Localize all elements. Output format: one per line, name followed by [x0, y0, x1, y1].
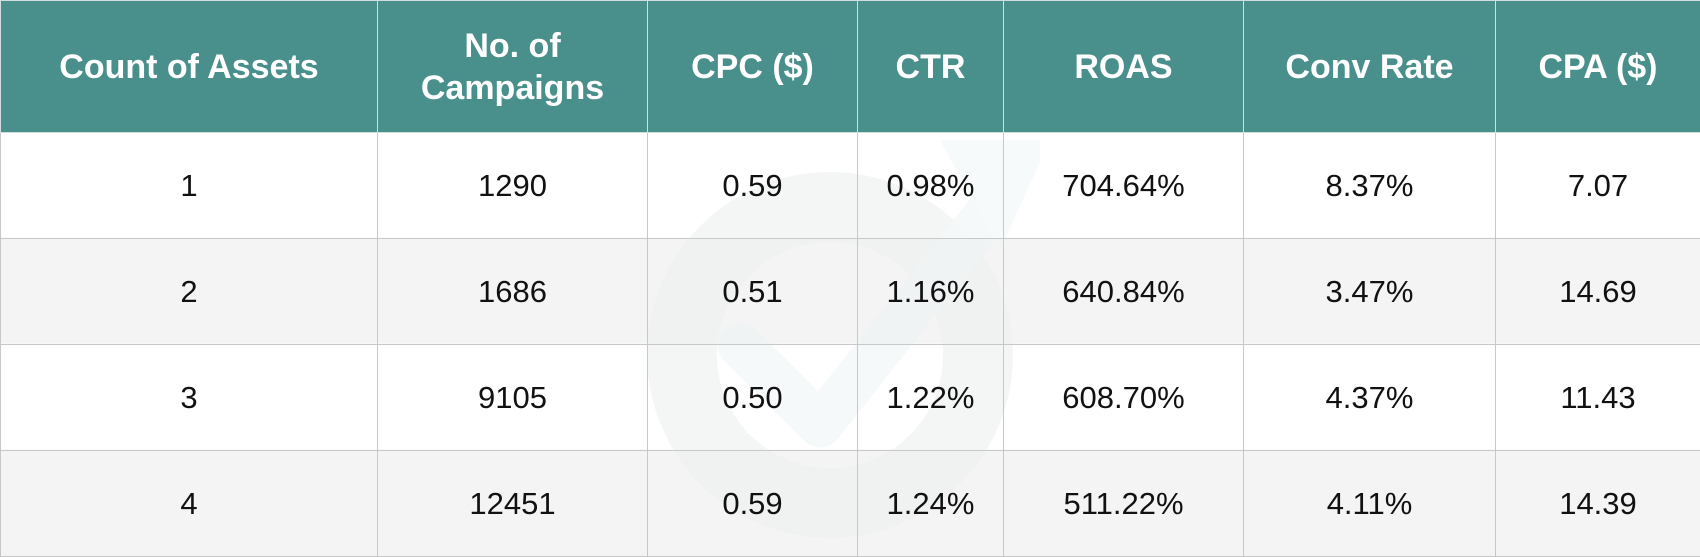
- header-count-of-assets: Count of Assets: [1, 1, 378, 133]
- cell-count-of-assets: 3: [1, 345, 378, 451]
- cell-cpc: 0.51: [648, 239, 858, 345]
- table-row: 4 12451 0.59 1.24% 511.22% 4.11% 14.39: [1, 451, 1700, 557]
- header-conv-rate: Conv Rate: [1244, 1, 1496, 133]
- cell-cpa: 11.43: [1496, 345, 1700, 451]
- cell-cpc: 0.59: [648, 133, 858, 239]
- cell-ctr: 1.22%: [858, 345, 1004, 451]
- cell-conv-rate: 8.37%: [1244, 133, 1496, 239]
- table-row: 2 1686 0.51 1.16% 640.84% 3.47% 14.69: [1, 239, 1700, 345]
- cell-ctr: 0.98%: [858, 133, 1004, 239]
- header-cpa: CPA ($): [1496, 1, 1700, 133]
- cell-roas: 511.22%: [1004, 451, 1244, 557]
- cell-cpa: 7.07: [1496, 133, 1700, 239]
- header-cpc: CPC ($): [648, 1, 858, 133]
- cell-cpa: 14.39: [1496, 451, 1700, 557]
- cell-ctr: 1.24%: [858, 451, 1004, 557]
- header-ctr: CTR: [858, 1, 1004, 133]
- cell-count-of-assets: 4: [1, 451, 378, 557]
- cell-conv-rate: 3.47%: [1244, 239, 1496, 345]
- cell-count-of-assets: 1: [1, 133, 378, 239]
- table-row: 3 9105 0.50 1.22% 608.70% 4.37% 11.43: [1, 345, 1700, 451]
- cell-cpa: 14.69: [1496, 239, 1700, 345]
- cell-roas: 608.70%: [1004, 345, 1244, 451]
- cell-ctr: 1.16%: [858, 239, 1004, 345]
- cell-no-of-campaigns: 1686: [378, 239, 648, 345]
- cell-roas: 640.84%: [1004, 239, 1244, 345]
- cell-cpc: 0.59: [648, 451, 858, 557]
- cell-no-of-campaigns: 12451: [378, 451, 648, 557]
- header-no-of-campaigns: No. of Campaigns: [378, 1, 648, 133]
- table-row: 1 1290 0.59 0.98% 704.64% 8.37% 7.07: [1, 133, 1700, 239]
- cell-count-of-assets: 2: [1, 239, 378, 345]
- header-roas: ROAS: [1004, 1, 1244, 133]
- cell-cpc: 0.50: [648, 345, 858, 451]
- header-row: Count of Assets No. of Campaigns CPC ($)…: [1, 1, 1700, 133]
- cell-conv-rate: 4.11%: [1244, 451, 1496, 557]
- cell-conv-rate: 4.37%: [1244, 345, 1496, 451]
- cell-no-of-campaigns: 1290: [378, 133, 648, 239]
- cell-roas: 704.64%: [1004, 133, 1244, 239]
- cell-no-of-campaigns: 9105: [378, 345, 648, 451]
